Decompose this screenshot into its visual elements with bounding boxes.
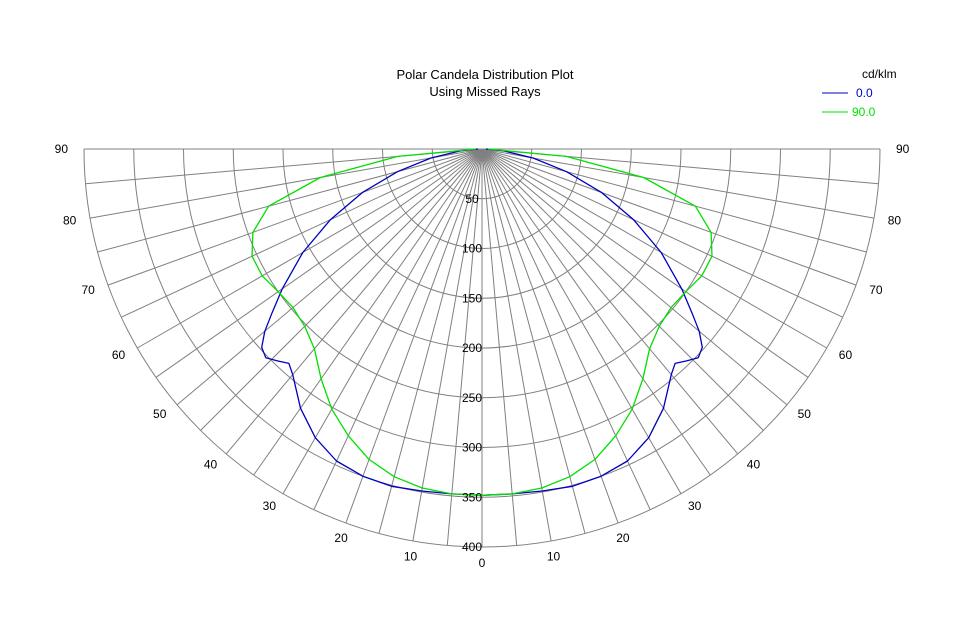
legend-entry-0: 0.0 xyxy=(856,86,873,100)
grid-spoke xyxy=(345,148,483,524)
angle-tick-label: 90 xyxy=(896,142,910,156)
radial-tick-label: 300 xyxy=(462,441,482,455)
legend-entry-1: 90.0 xyxy=(852,105,876,119)
grid-spoke xyxy=(282,148,483,494)
grid-spoke xyxy=(253,148,483,476)
grid-spoke xyxy=(378,148,483,534)
legend-units-label: cd/klm xyxy=(862,67,897,81)
radial-tick-label: 400 xyxy=(462,540,482,554)
angle-tick-label: 80 xyxy=(63,214,77,228)
polar-grid xyxy=(83,148,881,548)
grid-spoke xyxy=(481,148,651,510)
grid-spoke xyxy=(89,148,483,219)
grid-spoke xyxy=(481,148,857,286)
series-layer xyxy=(251,148,713,496)
angle-tick-label: 40 xyxy=(747,458,761,472)
grid-spoke xyxy=(481,148,682,494)
angle-tick-label: 30 xyxy=(688,499,702,513)
grid-spoke xyxy=(481,148,788,406)
grid-spoke xyxy=(225,148,483,455)
grid-spoke xyxy=(481,148,843,318)
grid-spoke xyxy=(481,148,875,219)
angle-tick-label: 50 xyxy=(798,407,812,421)
radial-tick-label: 100 xyxy=(462,242,482,256)
radial-tick-label: 250 xyxy=(462,391,482,405)
radial-tick-label: 150 xyxy=(462,291,482,305)
angle-tick-label: 20 xyxy=(334,531,348,545)
angle-tick-label: 10 xyxy=(547,550,561,564)
chart-subtitle: Using Missed Rays xyxy=(429,84,541,99)
angle-tick-label: 50 xyxy=(153,407,167,421)
angle-tick-label: 60 xyxy=(839,348,853,362)
grid-spoke xyxy=(481,148,827,349)
angle-tick-label: 20 xyxy=(616,531,630,545)
grid-spoke xyxy=(107,148,483,286)
grid-spoke xyxy=(176,148,483,406)
chart-title: Polar Candela Distribution Plot xyxy=(396,67,573,82)
grid-spoke xyxy=(313,148,483,510)
angle-tick-label: 80 xyxy=(888,214,902,228)
angle-tick-label: 60 xyxy=(112,348,126,362)
grid-spoke xyxy=(481,148,586,534)
radial-tick-label: 50 xyxy=(465,192,479,206)
grid-spoke xyxy=(481,148,867,253)
angle-tick-label: 90 xyxy=(55,142,69,156)
grid-spoke xyxy=(446,148,483,546)
grid-spoke xyxy=(412,148,483,542)
angle-tick-label: 40 xyxy=(204,458,218,472)
grid-spoke xyxy=(481,148,619,524)
tick-labels: 5010015020025030035040010203040506070809… xyxy=(55,142,910,570)
angle-tick-label: 10 xyxy=(404,550,418,564)
series-curve-1 xyxy=(251,148,713,496)
angle-tick-label: 30 xyxy=(263,499,277,513)
grid-spoke xyxy=(97,148,483,253)
radial-tick-label: 200 xyxy=(462,341,482,355)
grid-spoke xyxy=(481,148,552,542)
radial-tick-label: 350 xyxy=(462,490,482,504)
angle-tick-label: 70 xyxy=(869,283,883,297)
angle-tick-label: 70 xyxy=(81,283,95,297)
grid-spoke xyxy=(155,148,483,378)
grid-spoke xyxy=(481,148,764,431)
grid-spoke xyxy=(481,148,809,378)
grid-spoke xyxy=(137,148,483,349)
legend: cd/klm 0.0 90.0 xyxy=(822,67,897,119)
grid-spoke xyxy=(481,148,711,476)
grid-spoke xyxy=(481,148,739,455)
grid-spoke xyxy=(121,148,483,318)
angle-tick-label-center: 0 xyxy=(479,556,486,570)
grid-spoke xyxy=(200,148,483,431)
grid-spoke xyxy=(481,148,518,546)
